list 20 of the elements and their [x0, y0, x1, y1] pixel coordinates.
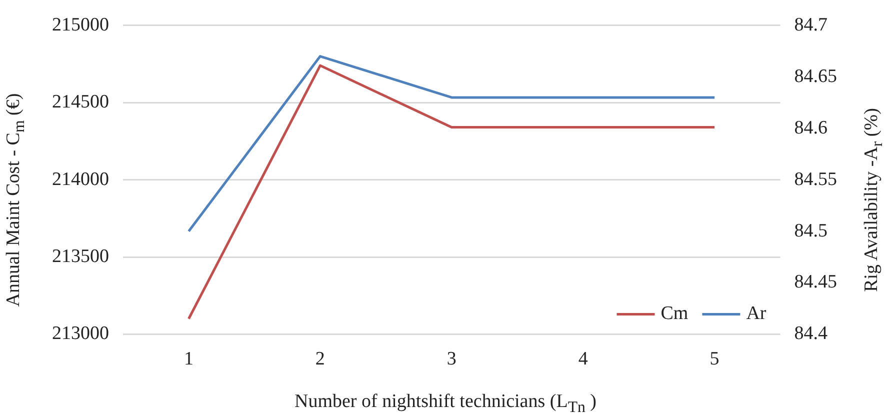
legend-label: Ar — [746, 303, 767, 324]
y2-tick-label: 84.55 — [794, 168, 837, 190]
x-tick-label: 1 — [184, 348, 194, 370]
y2-tick-label: 84.4 — [794, 323, 828, 344]
x-tick-label: 4 — [578, 348, 588, 370]
y2-tick-label: 84.5 — [794, 220, 828, 242]
y-tick-label: 213500 — [52, 246, 109, 267]
y-tick-label: 214500 — [52, 92, 109, 113]
x-axis-title: Number of nightshift technicians (L$_{Tn}$ ) — [294, 391, 598, 417]
y-tick-label: 215000 — [52, 14, 109, 36]
y2-tick-label: 84.45 — [794, 272, 837, 293]
x-tick-label: 2 — [315, 348, 325, 370]
y2-tick-label: 84.7 — [794, 14, 828, 36]
x-tick-label: 5 — [710, 348, 720, 370]
y-tick-label: 213000 — [52, 323, 109, 344]
x-tick-label: 3 — [446, 348, 456, 370]
y-tick-label: 214000 — [52, 168, 109, 190]
y2-tick-label: 84.6 — [794, 117, 828, 138]
y2-tick-label: 84.65 — [794, 66, 837, 87]
legend-label: Cm — [660, 303, 688, 324]
